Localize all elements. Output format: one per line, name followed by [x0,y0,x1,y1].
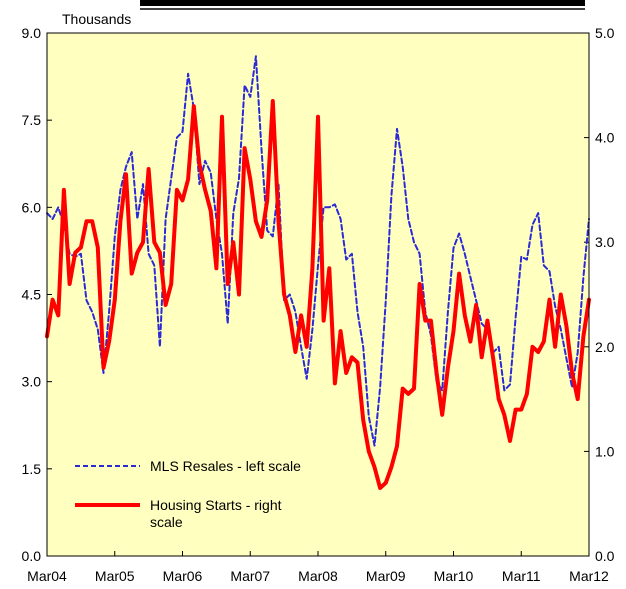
mls-resales-line [46,55,590,447]
header-bar [140,0,585,6]
legend-label-mls-resales: MLS Resales - left scale [150,458,301,474]
right-axis-tick-label: 5.0 [595,25,615,41]
legend-label-housing-starts-line2: scale [150,514,183,530]
x-axis-tick-label: Mar12 [569,568,609,584]
plot-area [47,33,589,556]
x-axis-tick-label: Mar11 [502,568,541,584]
series-lines [45,55,591,490]
x-axis-tick-label: Mar07 [230,568,270,584]
plot-frame [46,32,590,557]
left-axis-tick-label: 0.0 [22,548,42,564]
x-axis-tick-label: Mar04 [27,568,67,584]
legend-label-housing-starts: Housing Starts - right scale [150,497,285,530]
axis-ticks: 0.0 1.5 3.0 4.5 6.0 7.5 9.0 0.0 1.0 2.0 3.0 4.0 5.0 M… [22,25,615,584]
x-axis-tick-label: Mar08 [298,568,338,584]
left-axis-unit-label: Thousands [62,11,131,27]
x-axis-tick-label: Mar05 [95,568,135,584]
left-axis-tick-label: 1.5 [22,461,42,477]
left-axis-tick-label: 4.5 [22,287,42,303]
x-axis-tick-label: Mar10 [434,568,474,584]
right-axis-tick-label: 0.0 [595,548,615,564]
legend-label-housing-starts-line1: Housing Starts - right [150,497,282,513]
left-axis-tick-label: 6.0 [22,199,42,215]
left-axis-tick-label: 3.0 [22,374,42,390]
right-axis-tick-label: 1.0 [595,443,615,459]
housing-starts-line [45,99,591,490]
right-axis-tick-label: 3.0 [595,234,615,250]
x-axis-tick-label: Mar06 [163,568,203,584]
left-axis-tick-label: 7.5 [22,112,42,128]
left-axis-tick-label: 9.0 [22,25,42,41]
right-axis-tick-label: 2.0 [595,339,615,355]
right-axis-tick-label: 4.0 [595,130,615,146]
legend: MLS Resales - left scale Housing Starts … [75,458,301,530]
x-axis-tick-label: Mar09 [366,568,406,584]
